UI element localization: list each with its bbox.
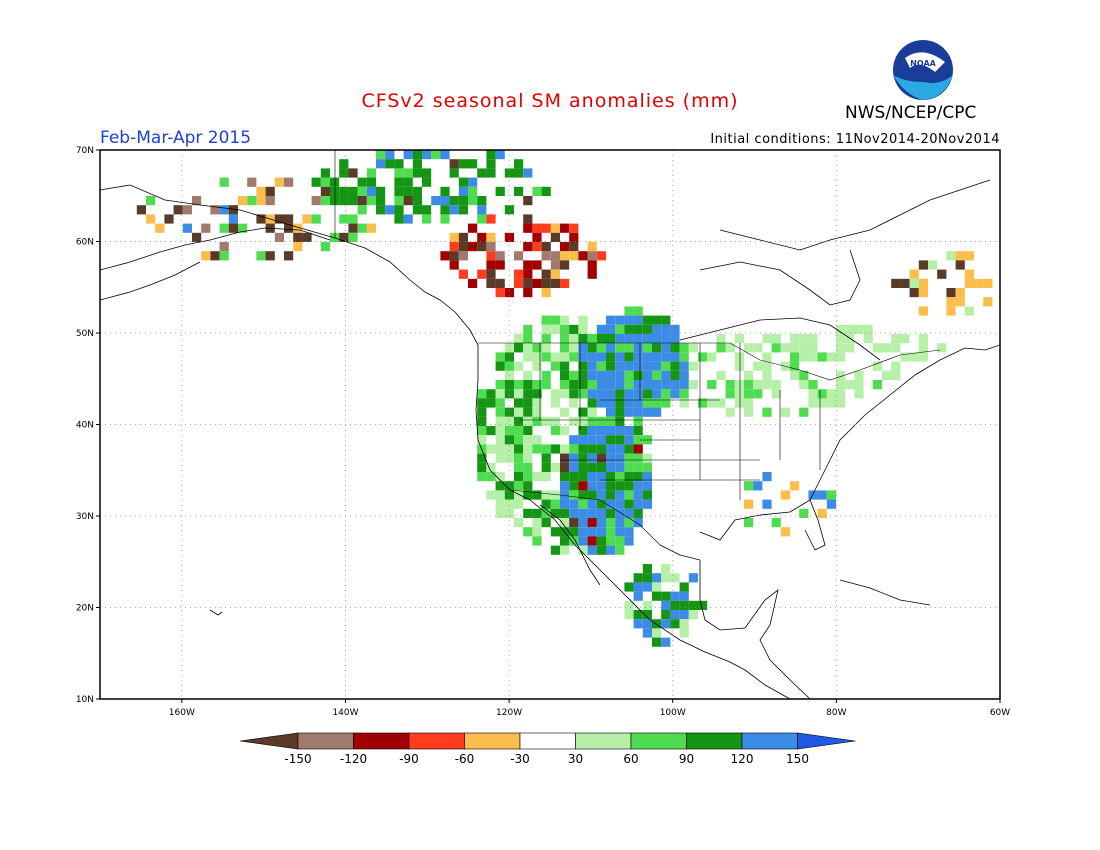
lat-label: 40N xyxy=(76,421,94,431)
colorbar: -150 -120 -90 -60 -30 30 60 90 120 150 xyxy=(239,732,856,766)
chart-title: CFSv2 seasonal SM anomalies (mm) xyxy=(361,90,739,112)
colorbar-swatch xyxy=(408,732,465,750)
initial-conditions-label: Initial conditions: 11Nov2014-20Nov2014 xyxy=(710,132,1000,147)
lat-label: 70N xyxy=(76,146,94,156)
colorbar-label: -90 xyxy=(399,752,419,766)
political-borders xyxy=(334,150,941,546)
colorbar-swatch xyxy=(464,732,521,750)
axis-labels: 70N 60N 50N 40N 30N 20N 10N 160W 140W 120W 100W 80W… xyxy=(76,146,1010,718)
lat-label: 20N xyxy=(76,604,94,614)
colorbar-label: 30 xyxy=(568,752,583,766)
agency-label: NWS/NCEP/CPC xyxy=(845,103,977,123)
colorbar-label: 120 xyxy=(731,752,754,766)
colorbar-swatch xyxy=(239,732,299,750)
lon-label: 100W xyxy=(660,708,686,718)
noaa-logo-text: NOAA xyxy=(910,59,936,68)
lat-label: 10N xyxy=(76,695,94,705)
lon-label: 160W xyxy=(169,708,195,718)
lon-label: 60W xyxy=(990,708,1010,718)
anomaly-cells xyxy=(136,150,993,647)
coastlines xyxy=(100,179,1000,699)
colorbar-swatch xyxy=(797,732,856,750)
lat-lon-grid xyxy=(100,150,1000,699)
colorbar-label: -150 xyxy=(284,752,311,766)
colorbar-swatch xyxy=(741,732,798,750)
colorbar-label: 150 xyxy=(786,752,809,766)
lat-label: 60N xyxy=(76,238,94,248)
noaa-logo: NOAA xyxy=(893,40,953,100)
season-label: Feb-Mar-Apr 2015 xyxy=(100,128,252,148)
colorbar-swatch xyxy=(353,732,410,750)
colorbar-swatch xyxy=(686,732,743,750)
lat-label: 50N xyxy=(76,329,94,339)
colorbar-swatch xyxy=(575,732,632,750)
colorbar-swatch xyxy=(297,732,354,750)
lon-label: 140W xyxy=(332,708,358,718)
colorbar-label: 60 xyxy=(623,752,638,766)
colorbar-swatch xyxy=(630,732,687,750)
lon-label: 80W xyxy=(826,708,846,718)
lat-label: 30N xyxy=(76,512,94,522)
colorbar-label: -30 xyxy=(510,752,530,766)
colorbar-swatch xyxy=(519,732,576,750)
colorbar-label: 90 xyxy=(679,752,694,766)
colorbar-label: -120 xyxy=(340,752,367,766)
colorbar-label: -60 xyxy=(455,752,475,766)
lon-label: 120W xyxy=(496,708,522,718)
